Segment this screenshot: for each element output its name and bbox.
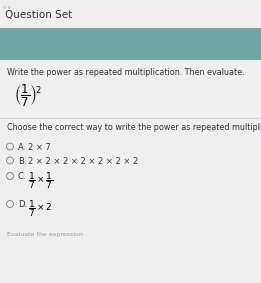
Text: n a: n a <box>3 5 11 10</box>
Text: A.: A. <box>18 143 26 152</box>
Text: Evaluate the expression: Evaluate the expression <box>7 232 83 237</box>
Text: 2 × 7: 2 × 7 <box>28 143 51 152</box>
Text: $\dfrac{1}{7} \times \dfrac{1}{7}$: $\dfrac{1}{7} \times \dfrac{1}{7}$ <box>28 170 54 191</box>
Text: Choose the correct way to write the power as repeated multiplication.: Choose the correct way to write the powe… <box>7 123 261 132</box>
Text: Write the power as repeated multiplication. Then evaluate.: Write the power as repeated multiplicati… <box>7 68 245 77</box>
Text: $\left(\dfrac{1}{7}\right)^{\!2}$: $\left(\dfrac{1}{7}\right)^{\!2}$ <box>14 82 41 108</box>
Text: C.: C. <box>18 172 27 181</box>
FancyBboxPatch shape <box>0 28 261 60</box>
FancyBboxPatch shape <box>0 60 261 283</box>
Text: B.: B. <box>18 157 27 166</box>
Text: Question Set: Question Set <box>5 10 72 20</box>
FancyBboxPatch shape <box>0 0 261 28</box>
Text: D.: D. <box>18 200 27 209</box>
Text: 2 × 2 × 2 × 2 × 2 × 2 × 2: 2 × 2 × 2 × 2 × 2 × 2 × 2 <box>28 157 138 166</box>
Text: $\dfrac{1}{7} \times 2$: $\dfrac{1}{7} \times 2$ <box>28 198 53 219</box>
